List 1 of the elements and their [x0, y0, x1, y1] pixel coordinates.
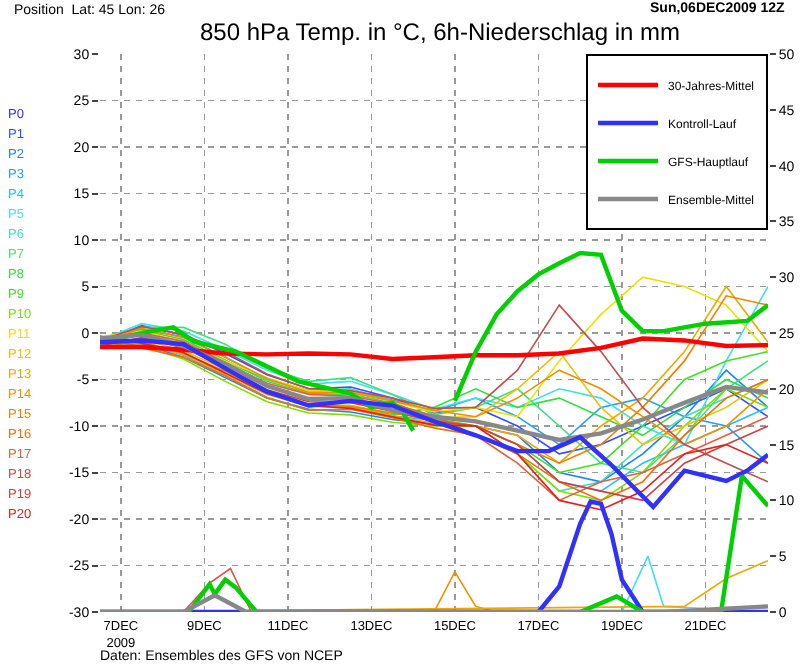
chart-title: 850 hPa Temp. in °C, 6h-Niederschlag in mm — [199, 18, 681, 47]
